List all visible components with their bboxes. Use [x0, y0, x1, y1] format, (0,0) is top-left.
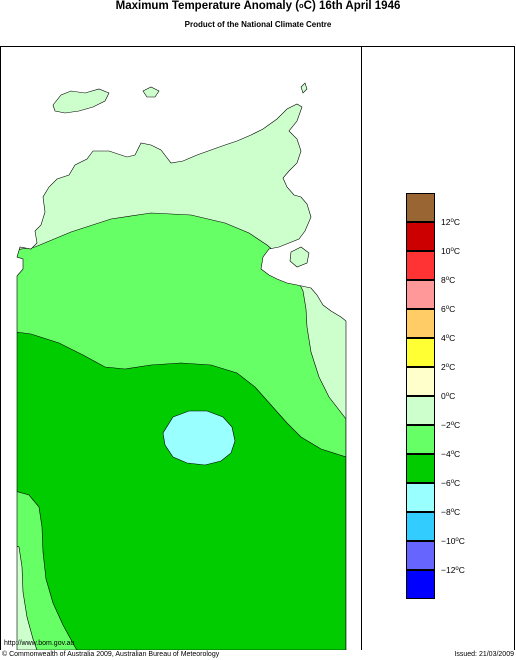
legend-tick-label: 8oC — [441, 275, 456, 285]
panel-divider — [361, 46, 362, 650]
legend-tick-label: 10oC — [441, 246, 460, 256]
legend-tick-label: −4oC — [441, 449, 461, 459]
legend-tick-label: 2oC — [441, 362, 456, 372]
legend-swatch — [406, 309, 435, 338]
issued-date: Issued: 21/03/2009 — [454, 651, 514, 658]
legend-swatch — [406, 570, 435, 599]
legend-tick-label: −12oC — [441, 565, 465, 575]
legend-swatch — [406, 541, 435, 570]
legend-tick-label: −8oC — [441, 507, 461, 517]
map-subtitle: Product of the National Climate Centre — [184, 20, 332, 29]
small-island-north — [142, 86, 160, 98]
legend-swatch — [406, 251, 435, 280]
legend-tick-label: 4oC — [441, 333, 456, 343]
map-title: Maximum Temperature Anomaly (oC) 16th Ap… — [0, 0, 516, 13]
legend-swatch — [406, 483, 435, 512]
legend-tick-label: −10oC — [441, 536, 465, 546]
anomaly-map — [16, 82, 347, 650]
legend-swatch — [406, 367, 435, 396]
legend-swatch — [406, 425, 435, 454]
legend-swatch — [406, 280, 435, 309]
legend-swatch — [406, 338, 435, 367]
title-prefix: Maximum Temperature Anomaly ( — [115, 0, 300, 12]
zone-minus6-to-minus8 — [162, 410, 236, 466]
legend-swatch — [406, 454, 435, 483]
small-island-east — [300, 82, 308, 94]
source-url[interactable]: http://www.bom.gov.au — [4, 640, 75, 647]
zone-0-to-minus2-southwest — [17, 543, 38, 650]
legend-tick-label: −2oC — [441, 420, 461, 430]
zone-minus4-to-minus6 — [17, 329, 346, 650]
tiwi-islands — [52, 88, 110, 114]
legend-tick-label: 12oC — [441, 217, 460, 227]
legend-swatch — [406, 193, 435, 222]
legend-swatch — [406, 222, 435, 251]
legend-swatch — [406, 512, 435, 541]
copyright-text: © Commonwealth of Australia 2009, Austra… — [2, 651, 220, 658]
legend-tick-label: 6oC — [441, 304, 456, 314]
title-suffix: C) 16th April 1946 — [303, 0, 401, 12]
legend-tick-label: −6oC — [441, 478, 461, 488]
legend-swatch — [406, 396, 435, 425]
title-degree: o — [299, 1, 304, 10]
coastline — [16, 103, 347, 650]
groote-eylandt — [289, 246, 310, 268]
legend-tick-label: 0oC — [441, 391, 456, 401]
map-frame — [0, 46, 515, 650]
